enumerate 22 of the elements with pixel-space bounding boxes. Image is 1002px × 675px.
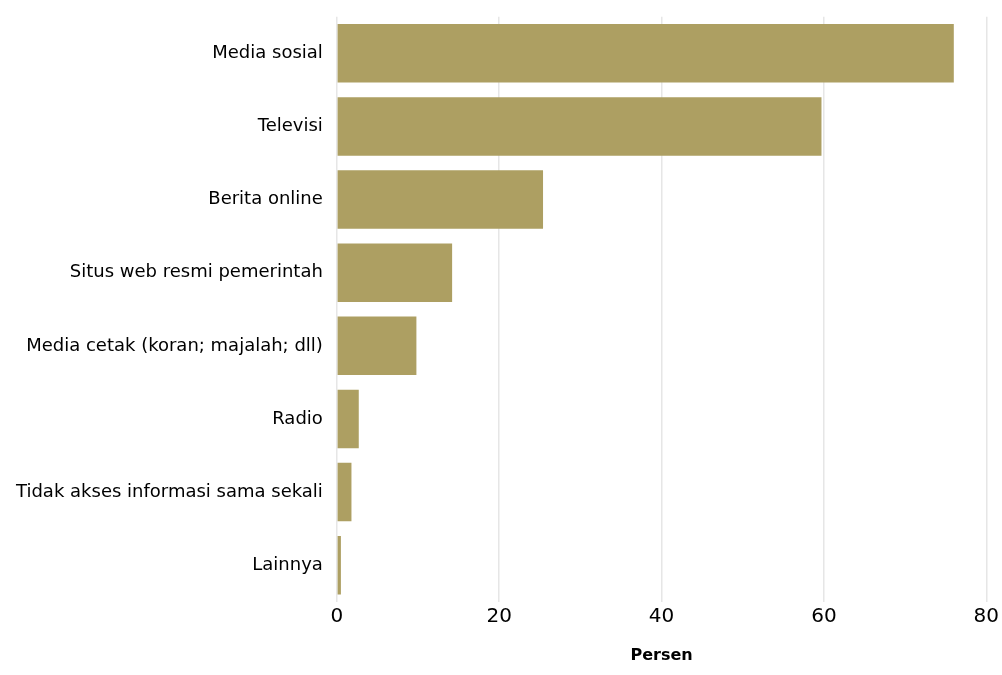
y-tick-label: Tidak akses informasi sama sekali: [15, 479, 323, 501]
x-tick-label: 80: [973, 603, 999, 627]
x-tick-label: 40: [648, 603, 675, 627]
bar: [337, 535, 341, 595]
bar: [337, 462, 352, 522]
bar: [337, 170, 544, 229]
bar: [337, 24, 954, 83]
bar: [337, 97, 822, 156]
x-tick-label: 0: [330, 603, 344, 627]
x-axis-title: Persen: [630, 644, 693, 664]
bar: [337, 316, 417, 376]
y-tick-label: Media sosial: [212, 41, 323, 63]
x-tick-label: 60: [811, 603, 837, 627]
bar: [337, 243, 453, 302]
y-tick-label: Media cetak (koran; majalah; dll): [26, 333, 323, 355]
y-tick-label: Lainnya: [252, 552, 323, 574]
y-tick-label: Televisi: [256, 114, 323, 136]
y-tick-label: Radio: [272, 406, 323, 428]
y-tick-label: Berita online: [208, 187, 323, 209]
bar: [337, 389, 359, 449]
y-tick-label: Situs web resmi pemerintah: [69, 260, 323, 282]
x-tick-label: 20: [486, 603, 512, 627]
